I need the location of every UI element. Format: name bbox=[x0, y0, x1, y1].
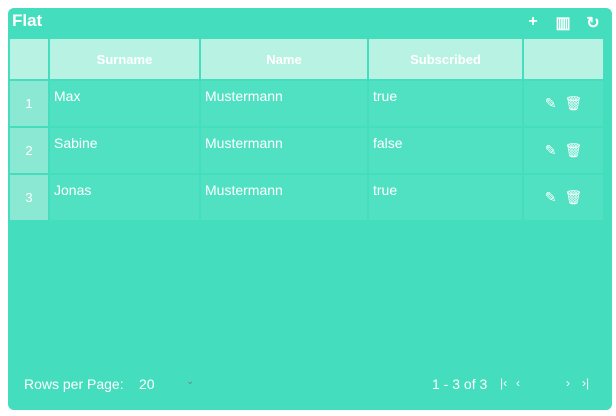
edit-icon[interactable]: ✎ bbox=[544, 95, 557, 111]
column-header-name[interactable]: Name bbox=[201, 39, 367, 79]
pager-spacer bbox=[532, 376, 562, 390]
cell-surname: Max bbox=[50, 81, 199, 126]
column-header-surname[interactable]: Surname bbox=[50, 39, 199, 79]
column-header-actions bbox=[524, 39, 603, 79]
row-index: 3 bbox=[10, 175, 48, 220]
pagination-footer: Rows per Page: 20 ⌄ 1 - 3 of 3 |‹ ‹ › ›| bbox=[8, 376, 612, 396]
page-range: 1 - 3 of 3 bbox=[432, 376, 488, 392]
trash-icon[interactable]: 🗑 bbox=[564, 95, 583, 111]
row-actions: ✎ 🗑 bbox=[524, 128, 603, 173]
data-table: Surname Name Subscribed 1 Max Mustermann… bbox=[8, 37, 605, 222]
trash-icon[interactable]: 🗑 bbox=[564, 142, 583, 158]
cell-name: Mustermann bbox=[201, 128, 367, 173]
row-index: 1 bbox=[10, 81, 48, 126]
row-actions: ✎ 🗑 bbox=[524, 175, 603, 220]
cell-subscribed: true bbox=[369, 175, 522, 220]
table-row: 3 Jonas Mustermann true ✎ 🗑 bbox=[10, 175, 603, 220]
cell-subscribed: true bbox=[369, 81, 522, 126]
toolbar: + ▥ ↻ bbox=[524, 13, 602, 33]
cell-subscribed: false bbox=[369, 128, 522, 173]
refresh-icon[interactable]: ↻ bbox=[586, 15, 600, 32]
rows-per-page-label: Rows per Page: bbox=[24, 376, 124, 392]
first-page-icon[interactable]: |‹ bbox=[500, 376, 508, 390]
edit-icon[interactable]: ✎ bbox=[544, 189, 557, 205]
next-page-icon[interactable]: › bbox=[566, 376, 570, 390]
prev-page-icon[interactable]: ‹ bbox=[516, 376, 520, 390]
last-page-icon[interactable]: ›| bbox=[582, 376, 590, 390]
trash-icon[interactable]: 🗑 bbox=[564, 189, 583, 205]
pager: |‹ ‹ › ›| bbox=[500, 376, 594, 390]
table-title: Flat bbox=[12, 11, 43, 30]
table-card: Flat + ▥ ↻ Surname Name Subscribed 1 Max… bbox=[8, 8, 612, 410]
table-row: 1 Max Mustermann true ✎ 🗑 bbox=[10, 81, 603, 126]
row-index: 2 bbox=[10, 128, 48, 173]
edit-icon[interactable]: ✎ bbox=[544, 142, 557, 158]
column-header-subscribed[interactable]: Subscribed bbox=[369, 39, 522, 79]
column-header-index bbox=[10, 39, 48, 79]
cell-name: Mustermann bbox=[201, 175, 367, 220]
add-icon[interactable]: + bbox=[528, 13, 538, 30]
chevron-down-icon[interactable]: ⌄ bbox=[186, 376, 195, 387]
cell-surname: Jonas bbox=[50, 175, 199, 220]
rows-per-page-select[interactable]: 20 bbox=[139, 376, 155, 392]
columns-icon[interactable]: ▥ bbox=[555, 15, 571, 32]
table-row: 2 Sabine Mustermann false ✎ 🗑 bbox=[10, 128, 603, 173]
cell-surname: Sabine bbox=[50, 128, 199, 173]
cell-name: Mustermann bbox=[201, 81, 367, 126]
row-actions: ✎ 🗑 bbox=[524, 81, 603, 126]
